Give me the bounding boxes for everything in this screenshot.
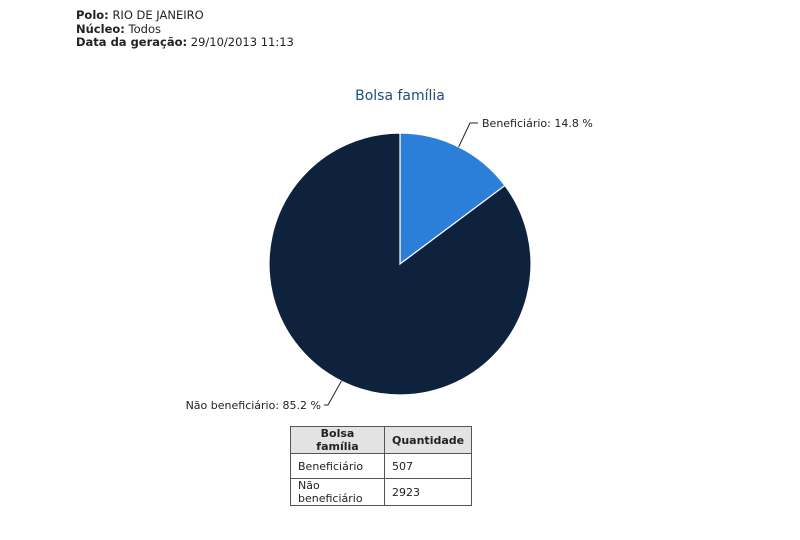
table-cell-quantity: 2923 (383, 478, 473, 506)
nucleo-value: Todos (128, 21, 161, 36)
pie-slice-beneficiario (399, 132, 506, 266)
table-cell-category: Não beneficiário (290, 478, 385, 506)
report-header: Polo: RIO DE JANEIRO Núcleo: Todos Data … (76, 8, 294, 50)
table-row: Beneficiário 507 (290, 453, 473, 479)
nucleo-row: Núcleo: Todos (76, 21, 294, 37)
nucleo-label: Núcleo: (76, 21, 125, 36)
generation-date-label: Data da geração: (76, 35, 188, 49)
slice-label: Beneficiário: 14.8 % (482, 117, 593, 130)
pie-chart: Beneficiário: 14.8 % Não beneficiário: 85… (186, 117, 593, 412)
leader-line (458, 122, 478, 148)
table-cell-category: Beneficiário (290, 453, 385, 479)
generation-date-value: 29/10/2013 11:13 (190, 35, 294, 49)
table-row: Não beneficiário 2923 (290, 478, 473, 506)
table-cell-quantity: 507 (383, 453, 473, 479)
table-header-row: Bolsa família Quantidade (290, 426, 473, 454)
polo-row: Polo: RIO DE JANEIRO (76, 8, 294, 23)
column-header-quantidade: Quantidade (383, 426, 473, 454)
column-header-bolsa-familia: Bolsa família (290, 426, 385, 454)
chart-title: Bolsa família (355, 88, 445, 104)
data-table: Bolsa família Quantidade Beneficiário 50… (290, 426, 473, 506)
generation-date-row: Data da geração: 29/10/2013 11:13 (76, 35, 294, 50)
slice-label: Não beneficiário: 85.2 % (186, 399, 321, 412)
polo-value: RIO DE JANEIRO (112, 8, 204, 22)
leader-line (324, 380, 342, 406)
polo-label: Polo: (76, 8, 109, 22)
